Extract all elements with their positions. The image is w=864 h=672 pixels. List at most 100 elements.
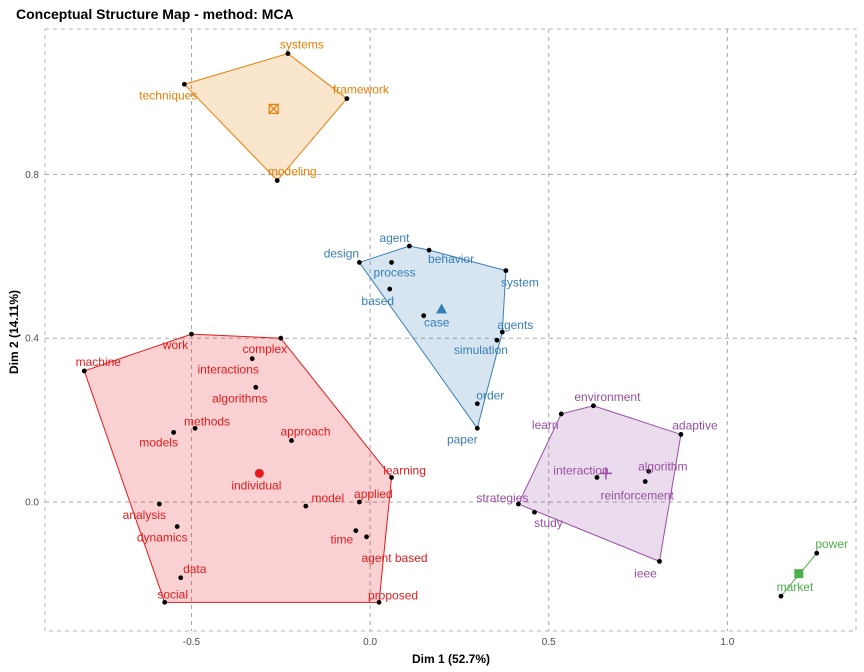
point-label: social (157, 587, 188, 601)
point-label: order (476, 389, 504, 403)
x-tick-label: 1.0 (720, 637, 734, 648)
point-label: systems (280, 38, 324, 52)
point-label: dynamics (137, 531, 188, 545)
point-label: work (162, 338, 189, 352)
point-labels: machine work complex interactions algorithms… (76, 38, 848, 603)
data-point (353, 528, 359, 534)
data-point (389, 475, 394, 480)
point-label: paper (447, 432, 478, 446)
data-point (356, 260, 362, 265)
point-label: methods (184, 414, 230, 428)
data-point (515, 501, 521, 507)
data-points (81, 51, 820, 605)
data-point (171, 429, 177, 435)
point-label: model (311, 491, 344, 505)
cluster-hulls (83, 53, 818, 603)
y-tick-label: 0.0 (25, 498, 39, 509)
data-point (376, 599, 382, 605)
y-tick-label: 0.4 (25, 334, 39, 345)
point-label: system (501, 276, 539, 290)
point-label: reinforcement (601, 489, 675, 503)
data-point (289, 438, 294, 443)
point-label: modeling (268, 165, 317, 179)
data-point (278, 335, 284, 341)
x-tick-label: -0.5 (183, 637, 201, 648)
centroid-marker (436, 303, 448, 314)
data-point (387, 286, 393, 292)
cluster-hull (517, 405, 682, 563)
data-point (192, 425, 198, 431)
data-point (474, 401, 480, 407)
data-point (156, 501, 162, 507)
point-label: behavior (428, 252, 474, 266)
panel-border (44, 28, 857, 632)
point-label: approach (280, 425, 330, 439)
data-point (474, 425, 480, 431)
x-axis-title: Dim 1 (52.7%) (412, 652, 490, 666)
y-tick-label: 0.8 (25, 170, 39, 181)
data-point (389, 260, 394, 265)
point-label: data (183, 562, 207, 576)
point-label: proposed (368, 588, 418, 602)
data-point (356, 499, 362, 505)
axis-ticks: -0.5 0.0 0.5 1.0 0.0 0.4 0.8 (25, 170, 735, 648)
point-label: algorithms (212, 391, 267, 405)
point-label: models (139, 435, 178, 449)
data-point (162, 599, 168, 605)
grid-lines (44, 28, 857, 632)
data-point (499, 329, 505, 335)
point-label: framework (333, 83, 390, 97)
data-point (407, 243, 412, 249)
data-point (274, 178, 280, 183)
point-label: interaction (553, 463, 608, 477)
point-label: machine (76, 355, 122, 369)
point-label: design (324, 246, 359, 260)
data-point (344, 96, 350, 102)
data-point (253, 384, 259, 390)
point-label: analysis (123, 508, 166, 522)
point-label: complex (242, 342, 287, 356)
point-label: simulation (454, 343, 508, 357)
x-tick-label: 0.0 (363, 637, 377, 648)
data-point (678, 432, 684, 437)
point-label: applied (354, 487, 393, 501)
data-point (532, 509, 537, 515)
centroid-marker (794, 569, 804, 579)
point-label: environment (574, 390, 641, 404)
data-point (778, 593, 784, 599)
point-label: individual (231, 478, 281, 492)
data-point (421, 313, 427, 319)
point-label: agent (379, 231, 410, 245)
x-tick-label: 0.5 (542, 637, 556, 648)
data-point (814, 550, 820, 556)
data-point (249, 356, 255, 362)
data-point (594, 475, 600, 480)
point-label: interactions (198, 363, 259, 377)
data-point (178, 575, 184, 581)
point-label: agents (497, 318, 533, 332)
data-point (591, 403, 596, 409)
point-label: learn (532, 418, 559, 432)
point-label: time (330, 533, 353, 547)
point-label: study (534, 516, 563, 530)
point-label: strategies (476, 491, 528, 505)
data-point (174, 524, 180, 529)
data-point (181, 81, 187, 87)
point-label: case (424, 316, 450, 330)
centroid-marker (254, 468, 264, 478)
data-point (303, 503, 309, 509)
point-label: process (374, 265, 416, 279)
point-label: market (777, 580, 814, 594)
data-point (503, 268, 509, 274)
data-point (285, 51, 291, 56)
centroid-marker (599, 467, 612, 480)
data-point (189, 331, 194, 337)
data-point (426, 247, 432, 253)
data-point (364, 534, 369, 540)
data-point (642, 479, 648, 484)
data-point (81, 368, 87, 374)
y-axis-title: Dim 2 (14.11%) (7, 290, 21, 374)
cluster-centroids (254, 103, 804, 579)
